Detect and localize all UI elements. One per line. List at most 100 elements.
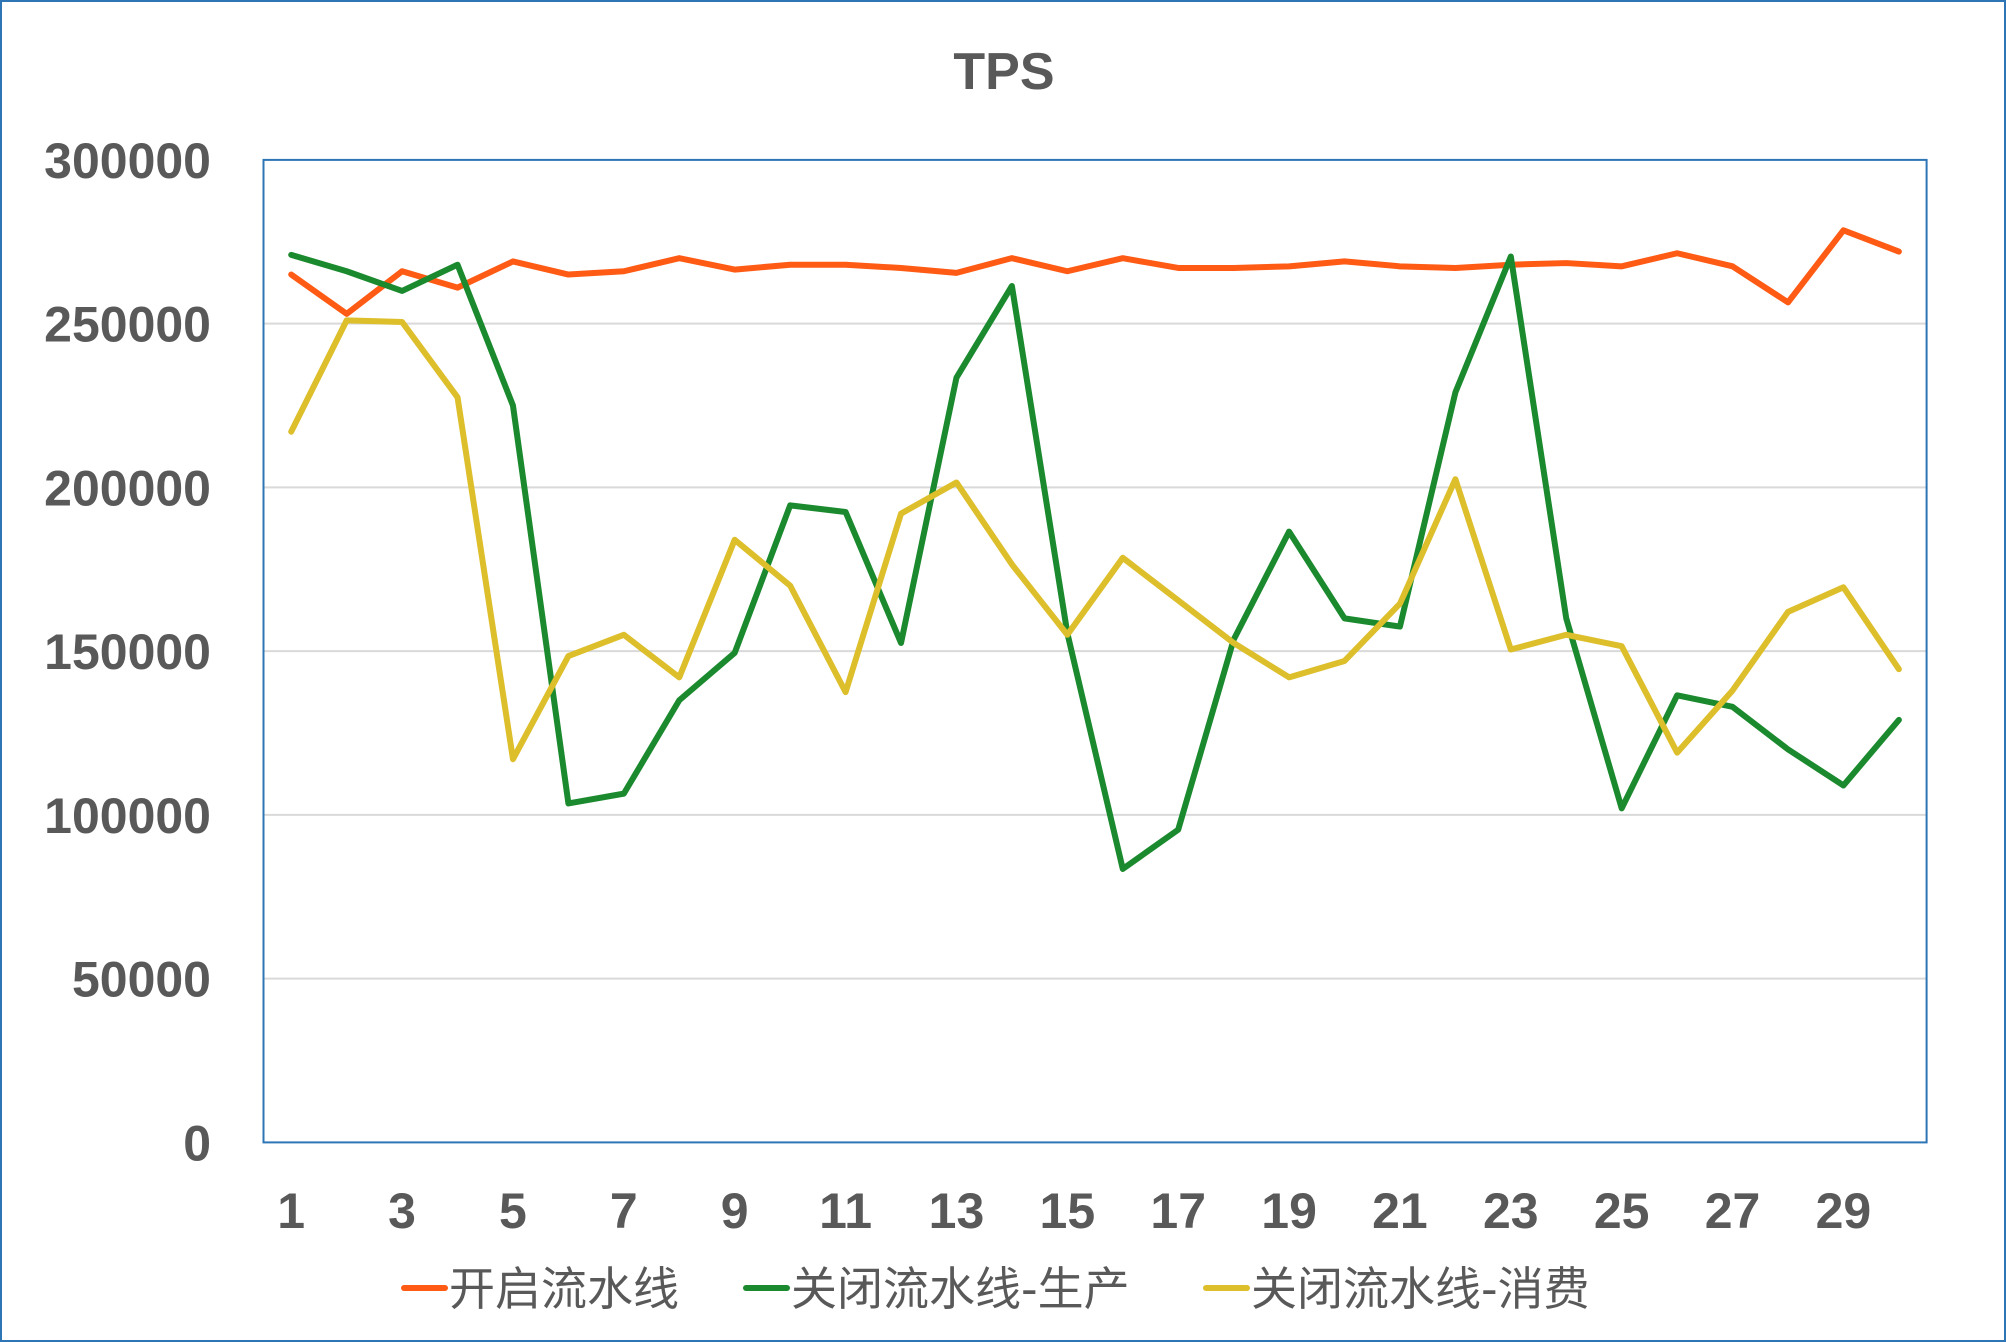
data-point [843,262,849,268]
data-point [1896,249,1902,255]
data-point [1563,632,1569,638]
data-point [1563,615,1569,621]
plot-area [262,158,1928,1144]
y-tick-label: 0 [183,1115,211,1171]
data-point [1730,687,1736,693]
data-point [1064,632,1070,638]
x-tick-label: 25 [1594,1183,1650,1239]
y-tick-label: 300000 [44,133,211,189]
data-point [1286,263,1292,269]
data-point [455,262,461,268]
data-point [1342,658,1348,664]
x-tick-label: 5 [499,1183,527,1239]
data-point [1840,782,1846,788]
data-point [1009,561,1015,567]
x-tick-label: 17 [1150,1183,1206,1239]
legend-label: 关闭流水线-消费 [1251,1262,1590,1316]
y-tick-label: 100000 [44,788,211,844]
data-point [1120,555,1126,561]
data-point [1674,692,1680,698]
data-point [1840,227,1846,233]
data-point [344,311,350,317]
x-tick-label: 23 [1483,1183,1539,1239]
data-point [1730,263,1736,269]
data-point [621,268,627,274]
data-point [898,265,904,271]
legend-label: 关闭流水线-生产 [791,1262,1130,1316]
series-line [288,251,1902,872]
data-point [898,640,904,646]
data-point [898,511,904,517]
data-point [1452,476,1458,482]
data-point [1397,601,1403,607]
y-tick-label: 200000 [44,460,211,516]
data-point [344,268,350,274]
data-point [1785,299,1791,305]
data-point [510,403,516,409]
data-point [565,272,571,278]
data-point [1009,255,1015,261]
data-point [1231,640,1237,646]
data-point [1064,268,1070,274]
data-point [399,268,405,274]
data-point [1175,265,1181,271]
data-point [1563,260,1569,266]
data-point [1009,283,1015,289]
series-line [288,227,1902,317]
data-point [1120,866,1126,872]
legend-item-pipeline-off-produce: 关闭流水线-生产 [743,1262,1130,1316]
data-point [1730,704,1736,710]
data-point [732,650,738,656]
series-line [288,317,1902,763]
data-point [1175,597,1181,603]
data-point [1120,255,1126,261]
y-axis-tick-labels: 0 50000 100000 150000 200000 250000 300000 [44,133,211,1172]
x-tick-label: 21 [1372,1183,1428,1239]
data-point [1508,254,1514,260]
series-2 [288,317,1902,763]
data-point [1342,258,1348,264]
x-tick-label: 7 [610,1183,638,1239]
data-point [1231,265,1237,271]
data-point [1452,389,1458,395]
data-point [399,319,405,325]
y-tick-label: 150000 [44,624,211,680]
data-point [510,756,516,762]
data-point [344,317,350,323]
data-point [1896,717,1902,723]
data-point [621,632,627,638]
data-point [1286,674,1292,680]
data-point [953,270,959,276]
data-point [565,653,571,659]
x-tick-label: 15 [1040,1183,1096,1239]
data-point [399,288,405,294]
data-point [621,791,627,797]
y-tick-label: 250000 [44,297,211,353]
data-point [1342,615,1348,621]
legend-label: 开启流水线 [449,1262,679,1316]
data-point [1508,647,1514,653]
data-point [1785,609,1791,615]
data-point [1619,263,1625,269]
data-point [1619,643,1625,649]
data-point [676,697,682,703]
x-tick-label: 29 [1816,1183,1872,1239]
data-point [1896,666,1902,672]
series-1 [288,251,1902,872]
x-tick-label: 13 [929,1183,985,1239]
data-point [1175,827,1181,833]
data-point [1840,584,1846,590]
data-point [843,509,849,515]
x-tick-label: 19 [1261,1183,1317,1239]
chart-title: TPS [953,43,1054,101]
data-point [953,375,959,381]
data-point [1619,805,1625,811]
series-lines [288,227,1902,872]
x-axis-tick-labels: 1 3 5 7 9 11 13 15 17 19 21 23 25 27 29 [277,1183,1871,1239]
data-point [732,267,738,273]
data-point [1674,250,1680,256]
data-point [1674,750,1680,756]
